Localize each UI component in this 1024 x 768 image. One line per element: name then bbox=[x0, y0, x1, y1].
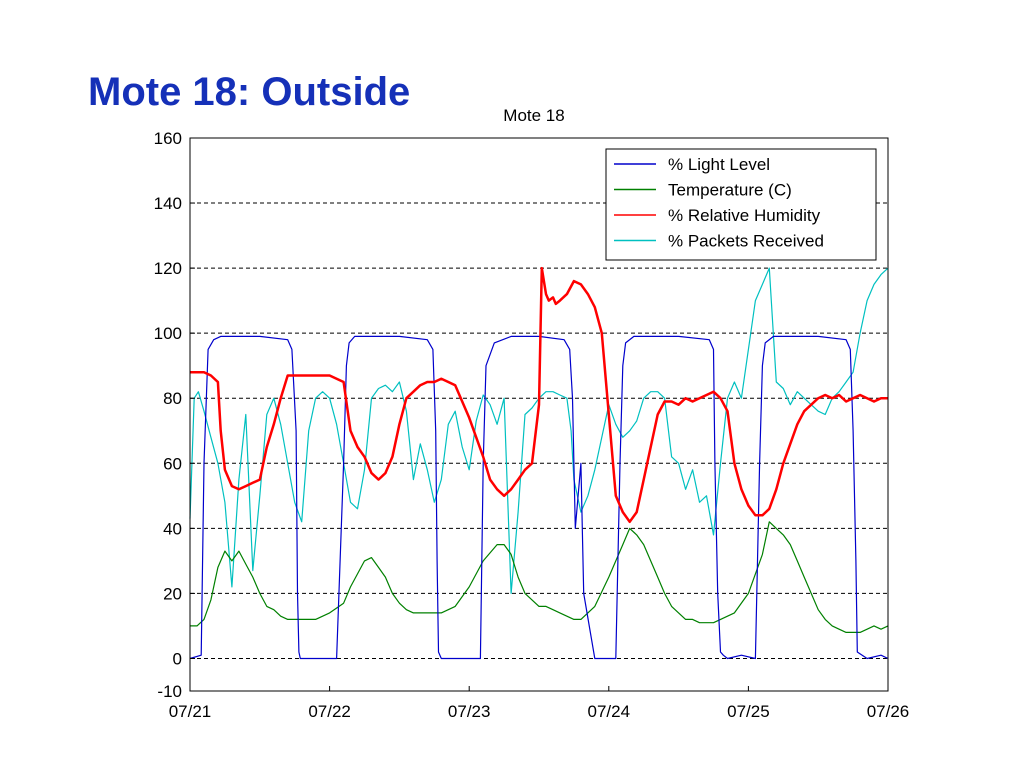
y-tick-label: 80 bbox=[163, 389, 182, 408]
y-tick-label: 0 bbox=[173, 649, 182, 668]
legend-label: % Packets Received bbox=[668, 232, 824, 251]
y-axis: -10 0 20 40 60 80 100 120 140 160 bbox=[154, 129, 195, 701]
series-line-temperature-c bbox=[190, 521, 889, 634]
series-line-relative-humidity bbox=[190, 266, 888, 524]
legend-box bbox=[605, 148, 877, 261]
y-tick-label: 120 bbox=[154, 259, 182, 278]
legend-label: Temperature (C) bbox=[668, 181, 792, 200]
legend: % Light Level Temperature (C) % Relative H… bbox=[605, 148, 877, 261]
series-lines bbox=[189, 266, 889, 660]
legend-label: % Light Level bbox=[668, 155, 770, 174]
x-tick-label: 07/21 bbox=[169, 702, 212, 721]
series-line-light-level bbox=[189, 335, 889, 660]
series-line-packets-received bbox=[189, 267, 889, 595]
x-tick-label: 07/23 bbox=[448, 702, 491, 721]
x-tick-label: 07/22 bbox=[308, 702, 351, 721]
y-tick-label: 20 bbox=[163, 584, 182, 603]
y-tick-label: 40 bbox=[163, 519, 182, 538]
grid-lines bbox=[190, 202, 888, 659]
legend-label: % Relative Humidity bbox=[668, 206, 821, 225]
plot-frame bbox=[189, 137, 889, 692]
slide-title: Mote 18: Outside bbox=[88, 70, 411, 114]
y-tick-label: 160 bbox=[154, 129, 182, 148]
chart-title: Mote 18 bbox=[503, 106, 564, 125]
y-tick-label: 140 bbox=[154, 194, 182, 213]
y-tick-label: -10 bbox=[157, 682, 182, 701]
y-tick-label: 100 bbox=[154, 324, 182, 343]
x-tick-label: 07/24 bbox=[588, 702, 631, 721]
x-axis: 07/21 07/22 07/23 07/24 07/25 07/26 bbox=[169, 686, 910, 721]
x-tick-label: 07/26 bbox=[867, 702, 910, 721]
x-tick-label: 07/25 bbox=[727, 702, 770, 721]
y-tick-label: 60 bbox=[163, 454, 182, 473]
